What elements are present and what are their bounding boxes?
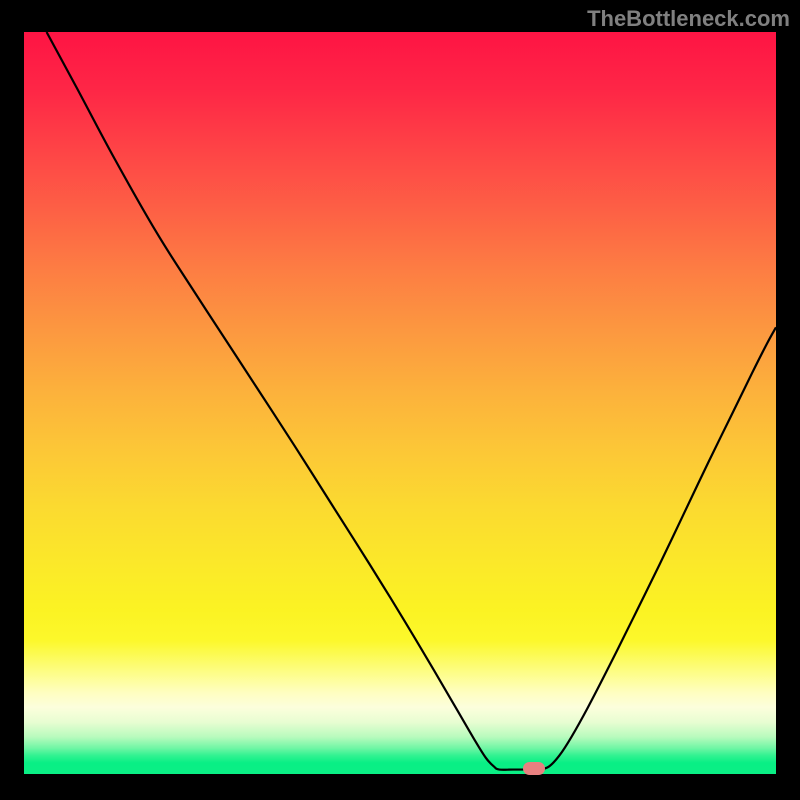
watermark-text: TheBottleneck.com: [587, 6, 790, 32]
optimal-point-marker: [523, 762, 545, 775]
chart-plot-area: [24, 32, 776, 774]
bottleneck-curve: [24, 32, 776, 774]
